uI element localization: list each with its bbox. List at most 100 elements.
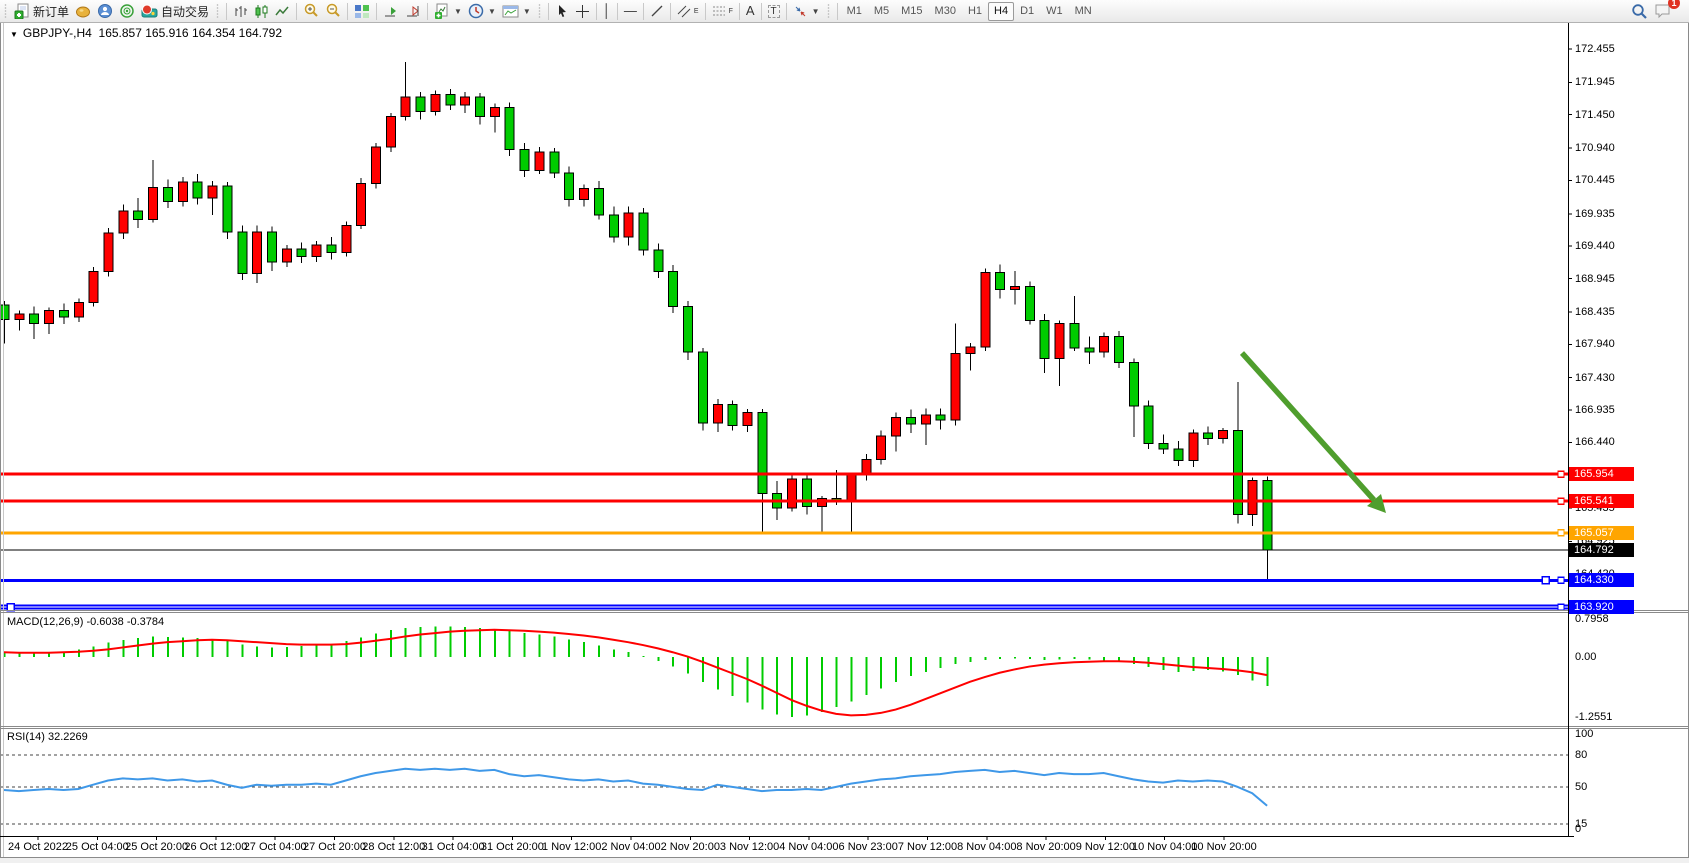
crosshair-icon [575, 4, 589, 18]
auto-scroll-button[interactable] [380, 1, 402, 21]
candle-body [281, 248, 292, 263]
horizontal-line-icon: — [623, 3, 637, 18]
chart-shift-icon [407, 5, 419, 16]
candle-body [891, 417, 902, 437]
candle-body [460, 96, 471, 106]
text-tool[interactable]: A [743, 1, 758, 21]
text-label-tool[interactable]: T [765, 1, 783, 21]
hline-165.541[interactable] [0, 499, 1568, 503]
vertical-line-tool[interactable]: │ [600, 1, 614, 21]
notification-badge: 1 [1668, 0, 1680, 9]
tile-windows-button[interactable] [351, 1, 373, 21]
line-anchor-handle[interactable] [1557, 497, 1565, 505]
hline-165.954[interactable] [0, 472, 1568, 476]
candle-body [1069, 322, 1080, 349]
arrow-shaft[interactable] [1239, 351, 1377, 502]
periods-button[interactable]: ▼ [465, 1, 499, 21]
separator [760, 2, 762, 20]
toolbar-grip [536, 4, 542, 18]
toolbar: 新订单 自动交易 [0, 0, 1689, 23]
bar-chart-button[interactable] [230, 1, 251, 21]
candle-body [0, 304, 10, 320]
line-anchor-handle[interactable] [1557, 529, 1565, 537]
line-select-handle[interactable] [6, 602, 15, 612]
fibonacci-tool[interactable]: F [709, 1, 736, 21]
chart-shift-button[interactable] [402, 1, 424, 21]
person-icon [98, 4, 113, 18]
timeframe-M30[interactable]: M30 [934, 4, 956, 17]
zoom-in-icon [304, 3, 318, 17]
line-chart-button[interactable] [272, 1, 293, 21]
hline-165.057[interactable] [0, 531, 1568, 535]
candle-body [1203, 432, 1214, 439]
notifications-button[interactable]: 1 [1651, 0, 1680, 21]
candle-body [400, 96, 411, 118]
indicators-button[interactable]: ▼ [431, 1, 465, 21]
candle-body [489, 107, 500, 118]
rewards-button[interactable] [72, 1, 94, 21]
line-anchor-handle[interactable] [1557, 470, 1565, 478]
candle-body [1114, 335, 1124, 364]
search-button[interactable] [1628, 1, 1651, 21]
search-icon [1632, 3, 1647, 19]
candle-body [623, 212, 634, 238]
crosshair-button[interactable] [572, 1, 593, 21]
auto-trading-button[interactable]: 自动交易 [138, 1, 212, 21]
timeframe-MN[interactable]: MN [1074, 4, 1092, 17]
timeframe-M15[interactable]: M15 [901, 4, 923, 17]
timeframe-M1[interactable]: M1 [846, 4, 862, 17]
signals-button[interactable] [116, 1, 138, 21]
dropdown-caret: ▼ [487, 6, 496, 16]
timeframe-H4[interactable]: H4 [988, 1, 1015, 21]
zoom-out-button[interactable] [322, 1, 344, 21]
separator [347, 2, 349, 20]
timeframe-H1[interactable]: H1 [967, 4, 983, 17]
line-anchor-handle[interactable] [1557, 603, 1565, 611]
candle-body [1084, 347, 1095, 353]
timeframe-W1[interactable]: W1 [1046, 4, 1063, 17]
channel-sub-label: E [693, 7, 699, 15]
line-anchor-handle[interactable] [1557, 576, 1565, 585]
trend-arrow-annotation[interactable] [1239, 351, 1386, 513]
community-button[interactable] [94, 1, 116, 21]
arrows-icon [795, 6, 806, 17]
auto-scroll-icon [385, 6, 397, 16]
candle-body [1039, 320, 1050, 360]
timeframe-D1[interactable]: D1 [1020, 4, 1035, 17]
new-order-button[interactable]: 新订单 [11, 1, 72, 21]
hline-164.330[interactable] [0, 578, 1568, 582]
candle-body [905, 417, 916, 425]
templates-button[interactable]: ▼ [499, 1, 534, 21]
equidistant-channel-tool[interactable]: E [674, 1, 702, 21]
toolbar-grip [3, 4, 8, 18]
candle-body [311, 244, 322, 258]
text-icon: A [745, 3, 755, 18]
candle-body [787, 478, 798, 509]
candle-body [371, 146, 381, 184]
candle-body [192, 181, 203, 199]
candle-body [1173, 448, 1184, 462]
candle-body [564, 172, 575, 201]
candle-body [356, 182, 367, 226]
trendline-tool[interactable] [647, 1, 667, 21]
dropdown-caret: ▼ [454, 6, 462, 16]
horizontal-lines-group [0, 470, 1568, 612]
timeframe-M5[interactable]: M5 [873, 4, 890, 17]
candle-body [965, 346, 976, 354]
cursor-button[interactable] [552, 1, 572, 21]
line-select-handle[interactable] [1541, 576, 1550, 585]
rsi-panel[interactable] [0, 754, 1568, 825]
macd-panel[interactable] [3, 626, 1269, 717]
candle-body [579, 188, 590, 201]
zoom-in-button[interactable] [300, 1, 322, 21]
arrows-tool[interactable]: ▼ [790, 1, 823, 21]
horizontal-line-tool[interactable]: — [621, 1, 640, 21]
candlestick-chart-button[interactable] [251, 1, 272, 21]
candle-body [1099, 335, 1110, 353]
hline-164.792[interactable] [0, 549, 1568, 551]
candle-body [638, 212, 649, 251]
candle-body [593, 188, 604, 216]
candle-body [58, 309, 69, 318]
candle-body [1158, 443, 1169, 450]
